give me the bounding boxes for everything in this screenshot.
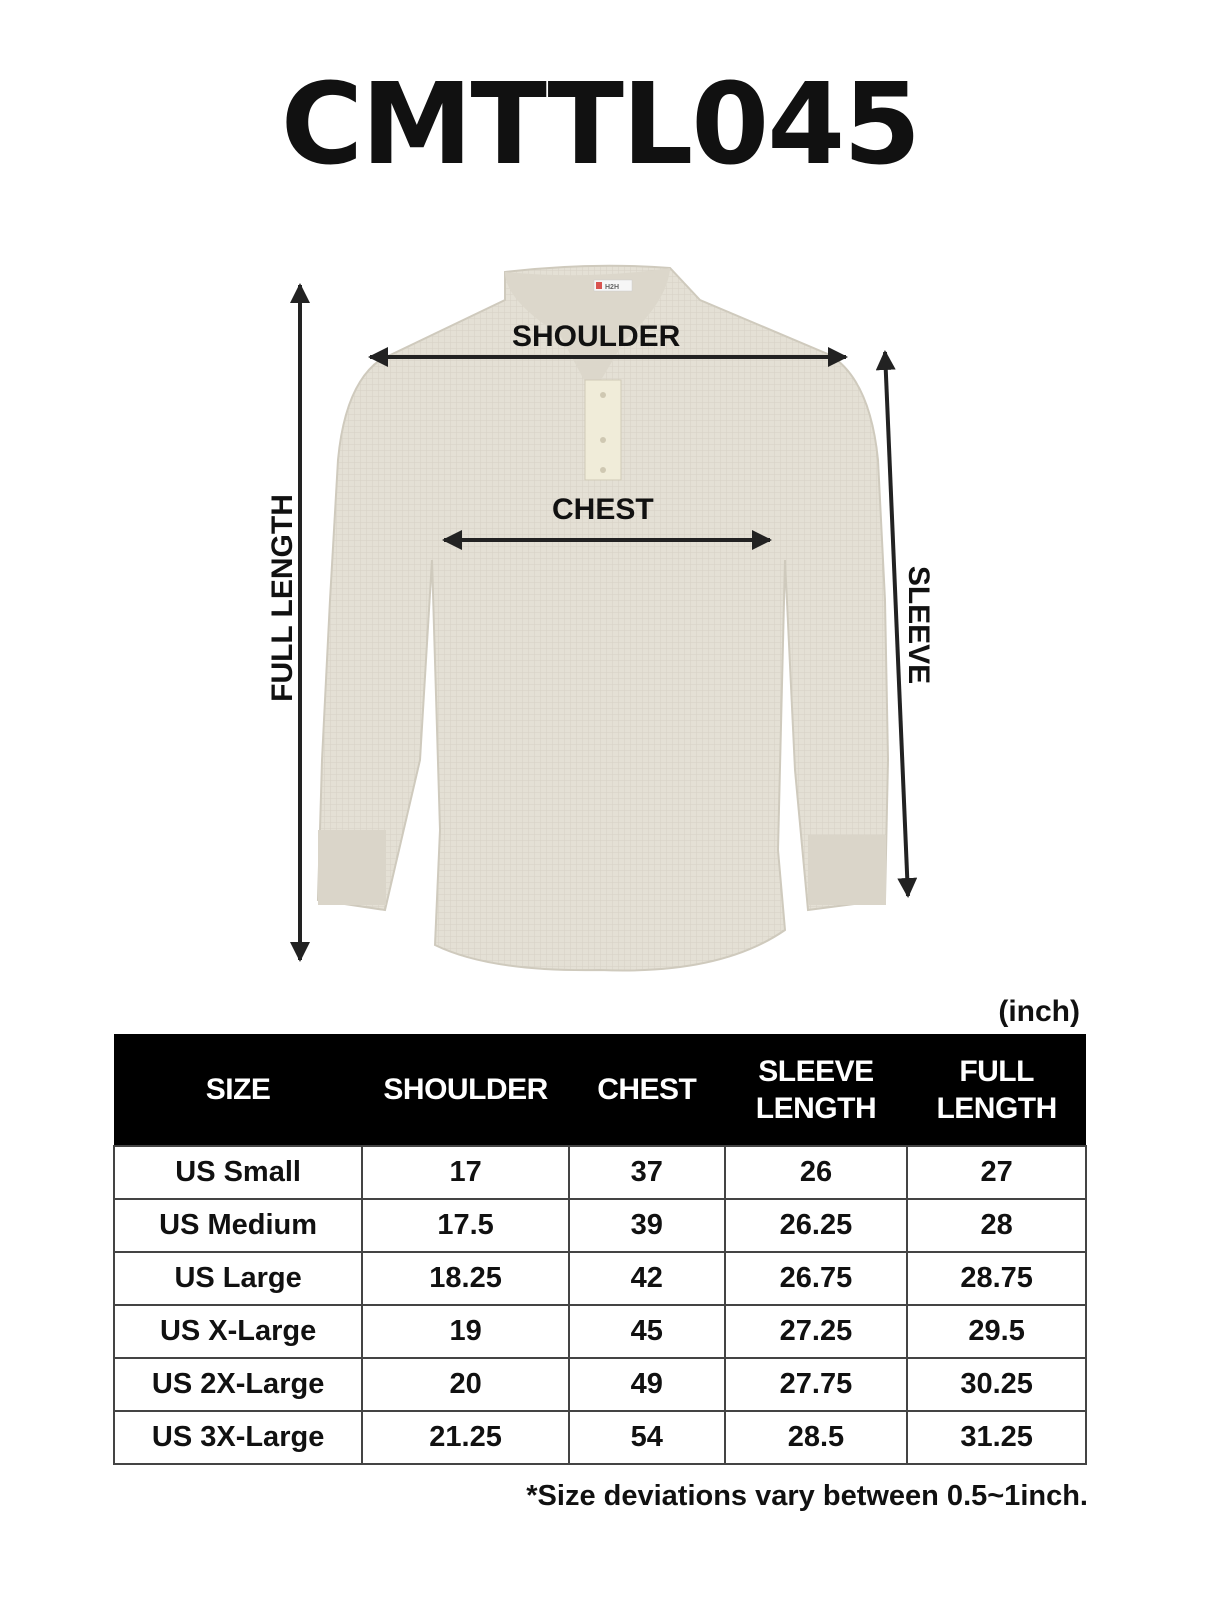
shoulder-label: SHOULDER <box>512 320 681 353</box>
full-length-label: FULL LENGTH <box>266 494 299 702</box>
column-header: SIZE <box>114 1034 363 1146</box>
measurement-cell: 26.75 <box>723 1251 909 1306</box>
table-row: US 2X-Large 20 49 27.75 30.25 <box>112 1357 1087 1412</box>
measurement-cell: 37 <box>567 1145 726 1200</box>
measurement-cell: 30.25 <box>906 1357 1087 1412</box>
size-cell: US Medium <box>112 1198 364 1253</box>
measurement-cell: 54 <box>567 1410 726 1465</box>
size-cell: US Large <box>112 1251 364 1306</box>
size-cell: US Small <box>112 1145 364 1200</box>
size-cell: US X-Large <box>112 1304 364 1359</box>
table-row: US Medium 17.5 39 26.25 28 <box>112 1198 1087 1253</box>
sleeve-label: SLEEVE <box>902 565 935 685</box>
footnote: *Size deviations vary between 0.5~1inch. <box>526 1480 1088 1512</box>
shirt-image: H2H <box>316 264 890 972</box>
measurement-cell: 39 <box>567 1198 726 1253</box>
chest-label: CHEST <box>552 493 654 526</box>
measurement-cell: 21.25 <box>361 1410 570 1465</box>
table-row: US Small 17 37 26 27 <box>112 1145 1087 1200</box>
table-row: US 3X-Large 21.25 54 28.5 31.25 <box>112 1410 1087 1465</box>
measurement-cell: 27.75 <box>723 1357 909 1412</box>
measurement-cell: 27.25 <box>723 1304 909 1359</box>
measurement-cell: 17.5 <box>361 1198 570 1253</box>
measurement-cell: 20 <box>361 1357 570 1412</box>
column-header: SHOULDER <box>362 1034 569 1146</box>
measurement-cell: 45 <box>567 1304 726 1359</box>
measurement-cell: 28 <box>906 1198 1087 1253</box>
table-row: US Large 18.25 42 26.75 28.75 <box>112 1251 1087 1306</box>
measurement-cell: 27 <box>906 1145 1087 1200</box>
size-table: SIZE SHOULDER CHEST SLEEVE LENGTH FULL LENGT… <box>112 1034 1087 1465</box>
measurement-cell: 29.5 <box>906 1304 1087 1359</box>
product-code-title: CMTTL045 <box>280 60 921 190</box>
unit-label: (inch) <box>998 995 1080 1028</box>
measurement-cell: 18.25 <box>361 1251 570 1306</box>
table-row: US X-Large 19 45 27.25 29.5 <box>112 1304 1087 1359</box>
measurement-cell: 26.25 <box>723 1198 909 1253</box>
column-header: FULL LENGTH <box>907 1034 1086 1146</box>
measurement-cell: 26 <box>723 1145 909 1200</box>
size-cell: US 3X-Large <box>112 1410 364 1465</box>
measurement-cell: 49 <box>567 1357 726 1412</box>
measurement-cell: 31.25 <box>906 1410 1087 1465</box>
brand-tag: H2H <box>605 284 619 291</box>
measurement-cell: 28.5 <box>723 1410 909 1465</box>
measurement-cell: 19 <box>361 1304 570 1359</box>
measurement-cell: 28.75 <box>906 1251 1087 1306</box>
table-header-row: SIZE SHOULDER CHEST SLEEVE LENGTH FULL LENGT… <box>114 1034 1086 1146</box>
sleeve-arrow <box>875 350 918 898</box>
column-header: CHEST <box>568 1034 725 1146</box>
column-header: SLEEVE LENGTH <box>724 1034 908 1146</box>
size-cell: US 2X-Large <box>112 1357 364 1412</box>
shirt-diagram: H2H <box>290 264 918 972</box>
measurement-cell: 17 <box>361 1145 570 1200</box>
measurement-cell: 42 <box>567 1251 726 1306</box>
